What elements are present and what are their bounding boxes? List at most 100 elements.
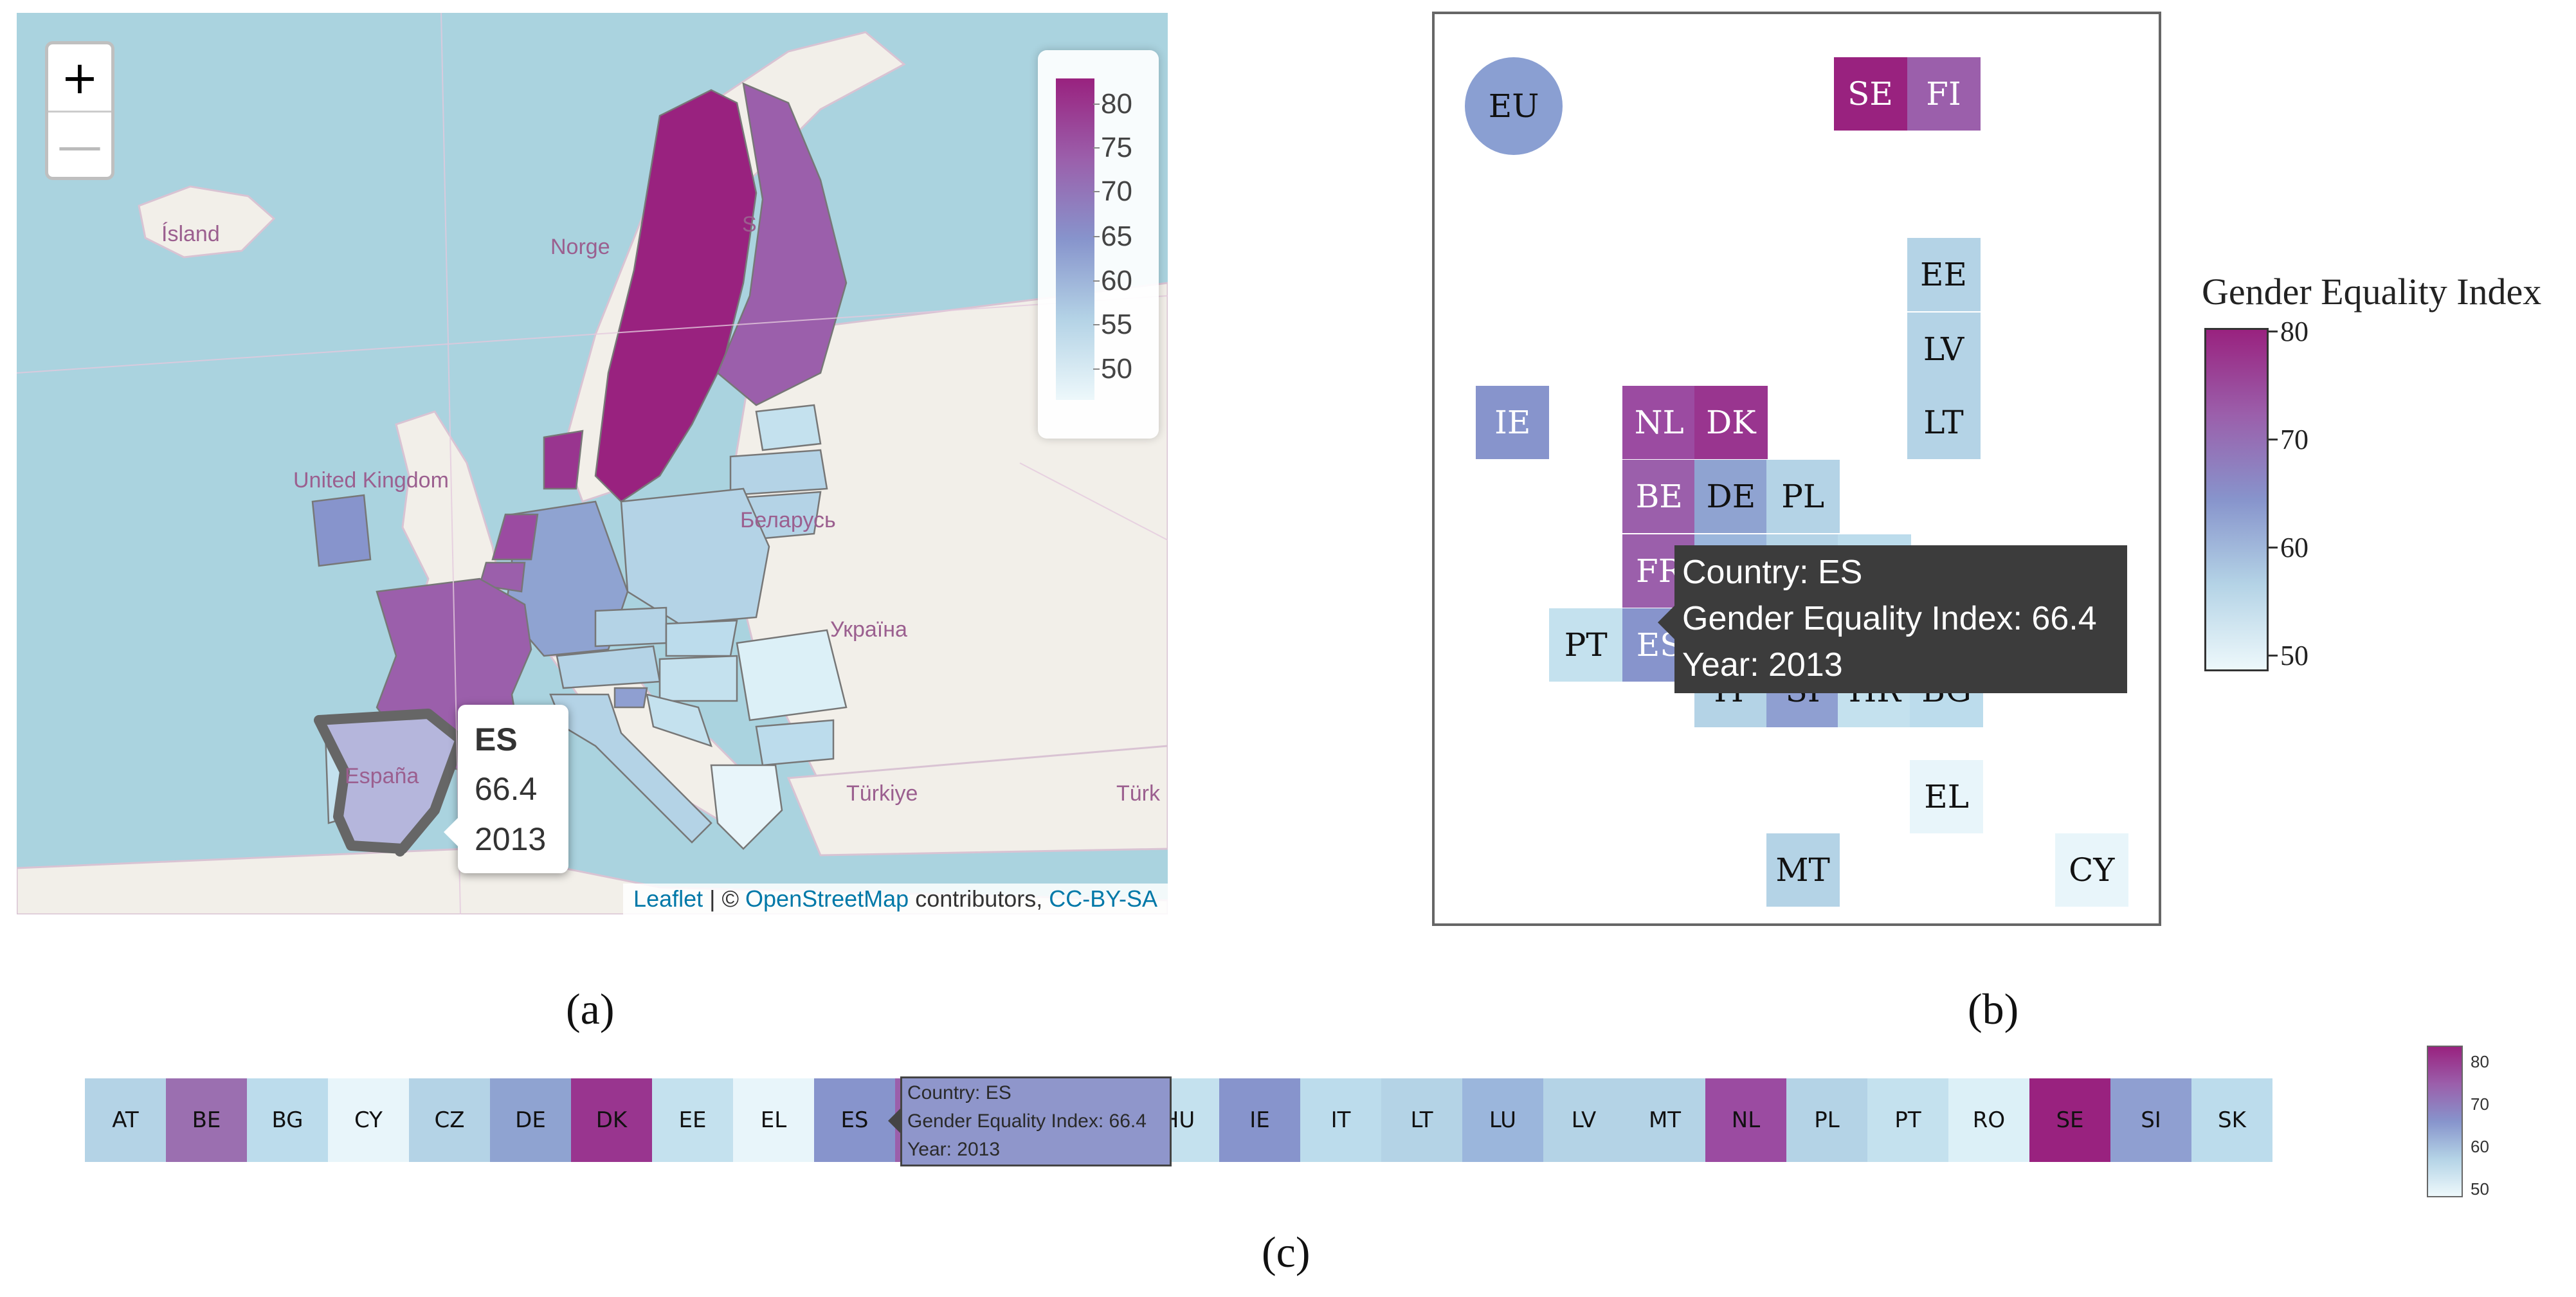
license-link[interactable]: CC-BY-SA — [1049, 885, 1157, 912]
popup-year: 2013 — [475, 821, 547, 857]
tile-el[interactable]: EL — [1910, 760, 1984, 834]
legend-tick: 60 — [2471, 1137, 2489, 1156]
leaflet-map[interactable]: Ísland Norge S United Kingdom Беларусь У… — [17, 13, 1168, 914]
italy-shape — [549, 693, 712, 844]
legend-gradient-bar — [2204, 328, 2269, 671]
map-label-belarus: Беларусь — [740, 508, 836, 532]
tile-tooltip: Country: ES Gender Equality Index: 66.4 … — [1658, 545, 2127, 693]
attribution-sep: | © — [703, 885, 746, 912]
tile-nl[interactable]: NL — [1622, 385, 1696, 459]
legend-gradient-bar — [1056, 78, 1094, 400]
cell-mt[interactable]: MT — [1624, 1078, 1705, 1162]
legend-tick: 50 — [1093, 353, 1132, 385]
romania-shape — [736, 629, 848, 721]
bulgaria-shape — [755, 719, 835, 766]
caption-c: (c) — [1262, 1228, 1311, 1276]
finland-shape — [716, 82, 848, 406]
cell-ro[interactable]: RO — [1948, 1078, 2029, 1162]
strip-tooltip: Country: ES Gender Equality Index: 66.4 … — [888, 1076, 1172, 1166]
map-label-norge: Norge — [550, 235, 610, 259]
iceland-shape — [138, 185, 276, 258]
tile-be[interactable]: BE — [1622, 459, 1696, 533]
hungary-shape — [658, 655, 738, 702]
leaflet-link[interactable]: Leaflet — [633, 885, 703, 912]
tile-ie[interactable]: IE — [1476, 385, 1550, 459]
cell-ee[interactable]: EE — [652, 1078, 733, 1162]
legend-tick: 50 — [2269, 640, 2308, 671]
cell-lt[interactable]: LT — [1381, 1078, 1462, 1162]
osm-link[interactable]: OpenStreetMap — [745, 885, 909, 912]
tooltip-country: Country: ES — [1682, 554, 1863, 591]
legend-tick: 65 — [1093, 221, 1132, 252]
attribution-contributors: contributors, — [909, 885, 1049, 912]
legend-tick: 80 — [1093, 88, 1132, 120]
map-label-suomi: S — [742, 212, 757, 237]
zoom-control: + — — [45, 41, 114, 180]
tile-de[interactable]: DE — [1694, 459, 1768, 533]
map-point-marker — [395, 846, 405, 857]
cell-cy[interactable]: CY — [328, 1078, 409, 1162]
legend-tick: 80 — [2471, 1052, 2489, 1071]
cell-ie[interactable]: IE — [1219, 1078, 1300, 1162]
zoom-out-button[interactable]: — — [48, 111, 111, 177]
cell-be[interactable]: BE — [166, 1078, 247, 1162]
sweden-shape — [594, 89, 757, 503]
czech-shape — [594, 606, 667, 648]
greece-shape — [710, 764, 783, 850]
cell-pl[interactable]: PL — [1786, 1078, 1867, 1162]
cell-at[interactable]: AT — [85, 1078, 166, 1162]
cell-nl[interactable]: NL — [1705, 1078, 1786, 1162]
tile-se[interactable]: SE — [1833, 57, 1907, 131]
denmark-shape — [543, 430, 584, 490]
netherlands-shape — [491, 513, 539, 561]
cell-lv[interactable]: LV — [1543, 1078, 1624, 1162]
map-label-espana: España — [345, 764, 419, 788]
map-label-turkiye: Türkiye — [846, 781, 918, 806]
tooltip-year: Year: 2013 — [1682, 646, 1843, 684]
map-legend: 80 75 70 65 60 55 50 — [1038, 50, 1159, 439]
legend-tick: 60 — [2269, 532, 2308, 563]
tile-ee[interactable]: EE — [1907, 237, 1981, 311]
cell-es[interactable]: ES — [814, 1078, 895, 1162]
cell-cz[interactable]: CZ — [409, 1078, 490, 1162]
tile-lv[interactable]: LV — [1907, 312, 1981, 386]
cell-dk[interactable]: DK — [571, 1078, 652, 1162]
cell-lu[interactable]: LU — [1462, 1078, 1543, 1162]
legend-tick: 80 — [2269, 316, 2308, 347]
tile-pl[interactable]: PL — [1766, 459, 1840, 533]
tooltip-index: Gender Equality Index: 66.4 — [907, 1111, 1147, 1132]
ireland-shape — [311, 494, 372, 567]
tooltip-country: Country: ES — [907, 1082, 1011, 1103]
cell-it[interactable]: IT — [1300, 1078, 1381, 1162]
tile-cy[interactable]: CY — [2054, 833, 2128, 907]
croatia-shape — [646, 693, 712, 747]
tile-grid-map: EUSEFIEELVIENLDKLTBEDEPLFRLUCZSKPTESITSI… — [1432, 12, 2161, 926]
tile-eu[interactable]: EU — [1465, 57, 1563, 156]
cell-bg[interactable]: BG — [247, 1078, 328, 1162]
tile-dk[interactable]: DK — [1694, 385, 1768, 459]
legend-tick: 50 — [2471, 1179, 2489, 1199]
tile-lt[interactable]: LT — [1907, 385, 1981, 459]
cell-pt[interactable]: PT — [1867, 1078, 1948, 1162]
tile-mt[interactable]: MT — [1766, 833, 1840, 907]
legend-tick: 55 — [1093, 309, 1132, 340]
caption-b: (b) — [1968, 984, 2019, 1033]
strip-legend-gradient-bar — [2427, 1046, 2463, 1197]
latvia-shape — [729, 449, 828, 496]
legend-tick: 70 — [2269, 424, 2308, 455]
cell-el[interactable]: EL — [733, 1078, 814, 1162]
cell-si[interactable]: SI — [2110, 1078, 2191, 1162]
caption-a: (a) — [566, 984, 615, 1033]
popup-country: ES — [475, 721, 518, 757]
map-popup: ES 66.4 2013 — [444, 705, 568, 873]
cell-de[interactable]: DE — [490, 1078, 571, 1162]
map-label-island: Ísland — [161, 222, 220, 246]
tile-fi[interactable]: FI — [1907, 57, 1981, 131]
zoom-in-button[interactable]: + — [60, 51, 99, 104]
map-canvas: Ísland Norge S United Kingdom Беларусь У… — [17, 13, 1168, 914]
tile-pt[interactable]: PT — [1549, 608, 1623, 682]
legend-tick: 75 — [1093, 132, 1132, 163]
cell-sk[interactable]: SK — [2191, 1078, 2272, 1162]
tooltip-index: Gender Equality Index: 66.4 — [1682, 600, 2097, 637]
cell-se[interactable]: SE — [2029, 1078, 2110, 1162]
